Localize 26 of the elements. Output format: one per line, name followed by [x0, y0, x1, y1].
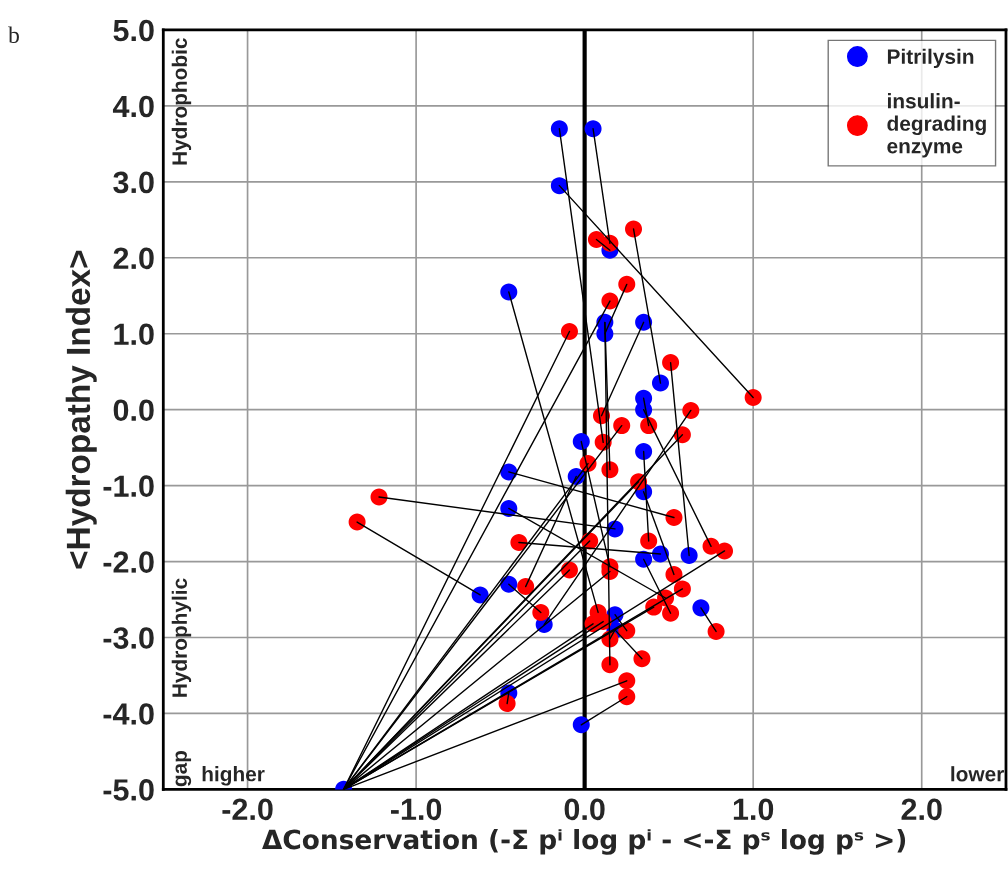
y-axis-title: <Hydropathy Index>	[65, 250, 97, 569]
x-tick-label: -1.0	[390, 798, 442, 821]
y-tick-label: 3.0	[113, 171, 154, 194]
annotation: Hydrophylic	[171, 578, 192, 697]
y-tick-label: 0.0	[113, 399, 154, 422]
y-tick-label: -1.0	[103, 475, 154, 497]
y-tick-label: -4.0	[103, 703, 154, 725]
y-tick-label: 1.0	[114, 323, 154, 346]
annotation: higher	[202, 766, 265, 786]
y-tick-label: -2.0	[103, 551, 154, 573]
x-tick-label: 2.0	[901, 798, 942, 821]
annotation: Hydrophobic	[171, 38, 192, 165]
y-tick-label: 4.0	[112, 95, 154, 118]
x-tick-label: -2.0	[222, 798, 273, 821]
legend-label: Pitrilysin	[887, 48, 974, 69]
x-axis-title: ΔConservation (-Σ pⁱ log pⁱ - <-Σ pˢ log pˢ >)	[262, 828, 906, 855]
y-tick-label: 5.0	[113, 19, 154, 42]
x-tick-label: 1.0	[733, 798, 774, 821]
chart-title: b	[8, 26, 19, 44]
y-tick-label: -3.0	[103, 627, 154, 649]
y-tick-label: 2.0	[113, 247, 154, 270]
legend-label: insulin- degrading enzyme	[887, 93, 986, 158]
annotation: gap	[175, 750, 192, 787]
y-tick-label: -5.0	[103, 779, 154, 801]
annotation: lower	[951, 766, 1004, 782]
x-tick-label: 0.0	[564, 798, 605, 821]
